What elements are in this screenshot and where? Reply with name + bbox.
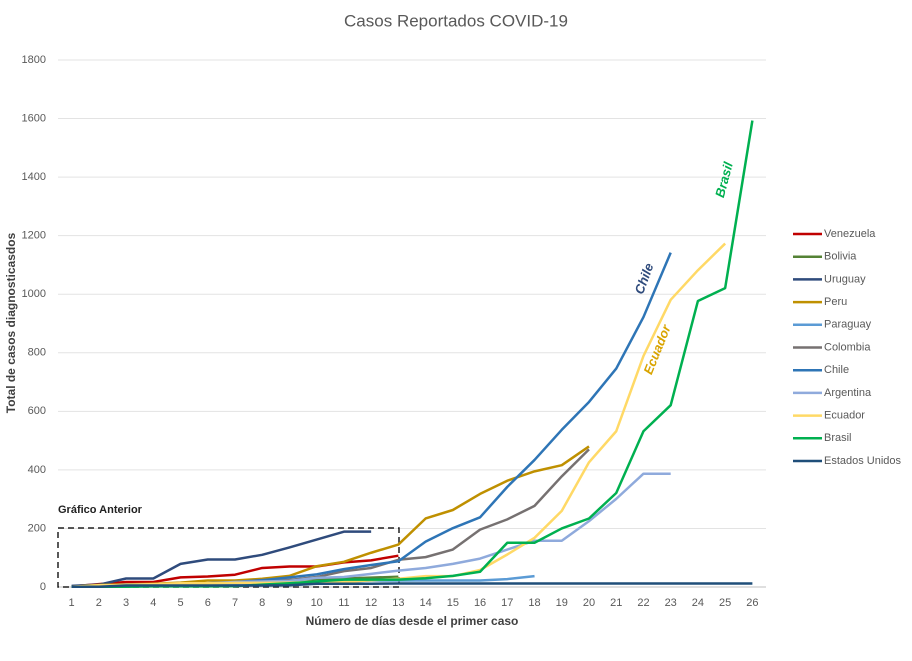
x-tick-label: 9 (286, 597, 292, 609)
x-tick-label: 24 (692, 597, 704, 609)
series-line (71, 582, 753, 588)
y-tick-label: 600 (28, 405, 46, 417)
x-tick-label: 10 (311, 597, 323, 609)
x-tick-label: 7 (232, 597, 238, 609)
y-tick-label: 200 (28, 522, 46, 534)
x-tick-label: 15 (447, 597, 459, 609)
annotation: Brasil (712, 160, 736, 199)
x-tick-label: 8 (259, 597, 265, 609)
y-tick-label: 1200 (22, 230, 46, 242)
legend-label: Paraguay (824, 319, 872, 331)
x-tick-label: 18 (528, 597, 540, 609)
series-line (71, 472, 671, 588)
legend-label: Bolivia (824, 251, 857, 263)
y-tick-label: 1800 (22, 54, 46, 66)
legend-label: Peru (824, 296, 847, 308)
x-tick-label: 6 (205, 597, 211, 609)
x-tick-label: 26 (746, 597, 758, 609)
x-tick-label: 17 (501, 597, 513, 609)
y-tick-label: 1000 (22, 288, 46, 300)
legend-label: Chile (824, 364, 849, 376)
x-tick-label: 19 (556, 597, 568, 609)
y-tick-label: 400 (28, 464, 46, 476)
legend-label: Colombia (824, 341, 871, 353)
series-line (71, 530, 372, 588)
y-tick-label: 1600 (22, 112, 46, 124)
legend-label: Venezuela (824, 228, 876, 240)
series-line (71, 242, 727, 588)
x-tick-label: 23 (665, 597, 677, 609)
x-tick-label: 4 (150, 597, 156, 609)
x-tick-label: 12 (365, 597, 377, 609)
y-tick-label: 800 (28, 347, 46, 359)
y-tick-label: 1400 (22, 171, 46, 183)
x-tick-label: 14 (419, 597, 431, 609)
x-tick-label: 25 (719, 597, 731, 609)
x-tick-label: 5 (177, 597, 183, 609)
x-tick-label: 13 (392, 597, 404, 609)
x-axis-title: Número de días desde el primer caso (306, 614, 519, 628)
x-tick-label: 1 (69, 597, 75, 609)
x-tick-label: 16 (474, 597, 486, 609)
legend-label: Argentina (824, 387, 872, 399)
y-tick-label: 0 (40, 581, 46, 593)
x-tick-label: 11 (338, 597, 349, 609)
x-tick-label: 20 (583, 597, 595, 609)
x-tick-label: 2 (96, 597, 102, 609)
y-axis-title: Total de casos diagnosticasdos (4, 232, 18, 413)
x-tick-label: 22 (637, 597, 649, 609)
x-tick-label: 21 (610, 597, 622, 609)
legend-label: Uruguay (824, 273, 866, 285)
annotation: Gráfico Anterior (58, 504, 143, 516)
x-tick-label: 3 (123, 597, 129, 609)
annotation: Chile (632, 261, 657, 296)
legend-label: Estados Unidos (824, 455, 902, 467)
legend-label: Ecuador (824, 410, 865, 422)
chart-title: Casos Reportados COVID-19 (344, 11, 568, 30)
legend-label: Brasil (824, 432, 852, 444)
series-line (71, 252, 672, 588)
